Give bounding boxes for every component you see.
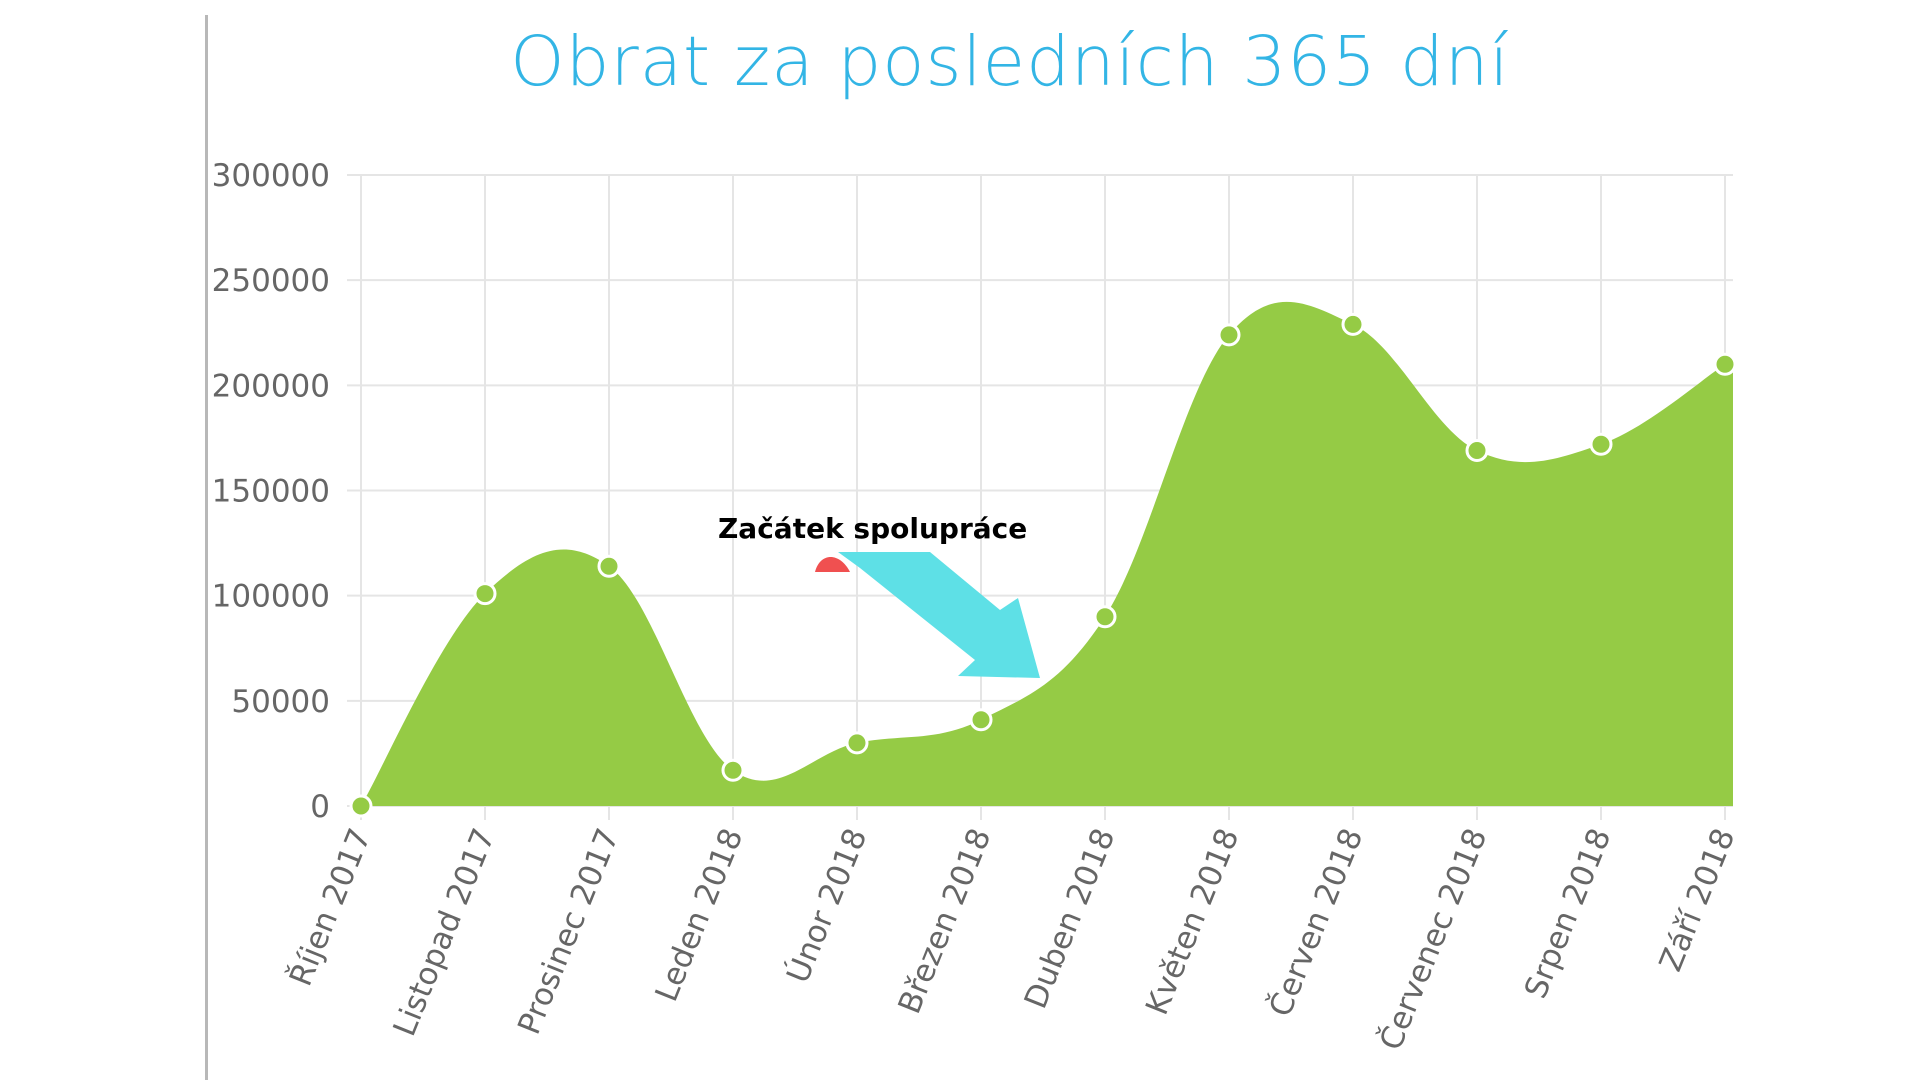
x-tick-label: Červen 2018 (1261, 823, 1370, 1022)
y-axis-ticks: 300000 250000 200000 150000 100000 50000 0 (212, 158, 330, 825)
y-tick-label: 300000 (212, 158, 330, 194)
area-series (361, 301, 1733, 806)
x-tick-label: Červenec 2018 (1372, 823, 1494, 1055)
y-tick-label: 100000 (212, 579, 330, 615)
left-vertical-rule (205, 15, 208, 1080)
data-point (1713, 352, 1737, 376)
annotation-label: Začátek spolupráce (718, 512, 1027, 545)
x-axis-ticks: Říjen 2017 Listopad 2017 Prosinec 2017 Lede… (283, 823, 1743, 1055)
y-tick-label: 0 (310, 789, 330, 825)
data-point (1217, 323, 1241, 347)
data-point (1465, 439, 1489, 463)
y-tick-label: 200000 (212, 368, 330, 404)
data-point (473, 582, 497, 606)
x-tick-label: Květen 2018 (1139, 824, 1246, 1020)
chart-title: Obrat za posledních 365 dní (510, 22, 1510, 102)
data-point (969, 708, 993, 732)
x-tick-label: Listopad 2017 (387, 824, 503, 1042)
x-tick-label: Březen 2018 (892, 824, 999, 1019)
x-tick-label: Leden 2018 (649, 824, 751, 1007)
data-point (845, 731, 869, 755)
data-point (1093, 605, 1117, 629)
data-point (1341, 312, 1365, 336)
data-point (721, 758, 745, 782)
x-tick-label: Říjen 2017 (283, 824, 379, 992)
annotation-arrow-tail (815, 557, 850, 572)
y-tick-label: 250000 (212, 263, 330, 299)
x-tick-label: Duben 2018 (1018, 824, 1123, 1014)
area-fill (361, 301, 1733, 806)
x-tick-label: Září 2018 (1653, 824, 1743, 977)
x-tick-label: Srpen 2018 (1518, 824, 1619, 1004)
data-point (349, 794, 373, 818)
y-tick-label: 150000 (212, 474, 330, 510)
x-tick-label: Prosinec 2017 (511, 824, 626, 1040)
annotation-group: Začátek spolupráce (718, 512, 1040, 678)
x-tick-label: Únor 2018 (779, 823, 874, 988)
data-points (349, 312, 1737, 818)
data-point (597, 554, 621, 578)
data-point (1589, 432, 1613, 456)
annotation-arrow (838, 552, 1040, 678)
y-tick-label: 50000 (231, 684, 330, 720)
